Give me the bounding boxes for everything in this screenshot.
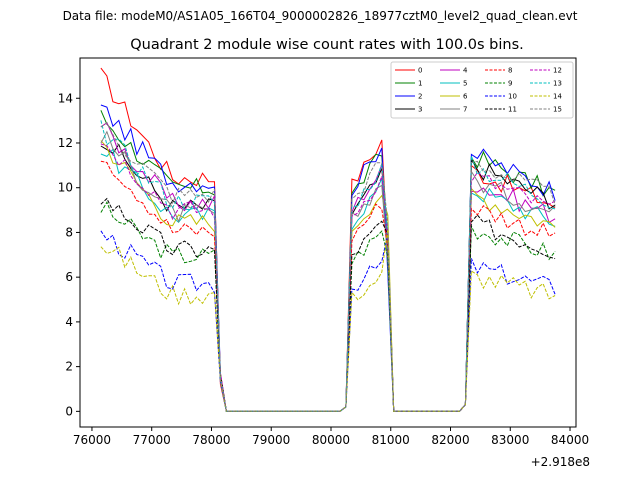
legend-label-15: 15 [553,106,562,114]
series-line-10 [100,230,556,412]
legend-label-14: 14 [553,93,562,101]
legend-label-3: 3 [418,106,422,114]
x-tick-label: 84000 [551,433,589,447]
legend-label-6: 6 [463,93,468,101]
plot-area [100,67,556,412]
y-tick-label: 12 [58,136,73,150]
series-line-9 [100,201,556,412]
x-tick-label: 80000 [312,433,350,447]
y-tick-label: 2 [65,360,73,374]
legend-label-10: 10 [508,93,517,101]
x-tick-label: 79000 [252,433,290,447]
chart-title: Quadrant 2 module wise count rates with … [130,37,524,53]
x-tick-label: 83000 [491,433,529,447]
x-offset-label: +2.918e8 [531,455,590,469]
series-line-6 [100,140,556,412]
series-line-8 [100,160,556,412]
x-tick-label: 76000 [73,433,111,447]
legend-label-8: 8 [508,67,512,75]
y-tick-label: 4 [65,315,73,329]
y-tick-label: 8 [65,225,73,239]
y-tick-label: 14 [58,91,73,105]
series-line-15 [100,121,556,412]
series-line-14 [100,229,556,412]
series-line-1 [100,110,556,412]
y-tick-label: 6 [65,270,73,284]
legend-label-5: 5 [463,80,467,88]
legend-label-12: 12 [553,67,562,75]
x-tick-label: 81000 [372,433,410,447]
series-line-0 [100,67,556,412]
legend-box [390,61,574,119]
series-line-3 [100,143,556,412]
legend-label-1: 1 [418,80,422,88]
series-line-11 [100,197,556,412]
legend-label-11: 11 [508,106,517,114]
series-line-4 [100,122,556,412]
legend-label-7: 7 [463,106,467,114]
legend-label-4: 4 [463,67,468,75]
axes-frame [79,57,577,428]
y-tick-label: 0 [65,404,73,418]
legend-label-0: 0 [418,67,422,75]
legend-label-13: 13 [553,80,562,88]
series-line-2 [100,104,556,412]
x-tick-label: 78000 [192,433,230,447]
legend-label-9: 9 [508,80,512,88]
x-tick-label: 77000 [133,433,171,447]
chart-suptitle: Data file: modeM0/AS1A05_166T04_90000028… [63,9,578,23]
x-tick-label: 82000 [431,433,469,447]
series-line-5 [100,148,556,412]
legend-label-2: 2 [418,93,422,101]
y-tick-label: 10 [58,181,73,195]
series-line-7 [100,130,556,412]
